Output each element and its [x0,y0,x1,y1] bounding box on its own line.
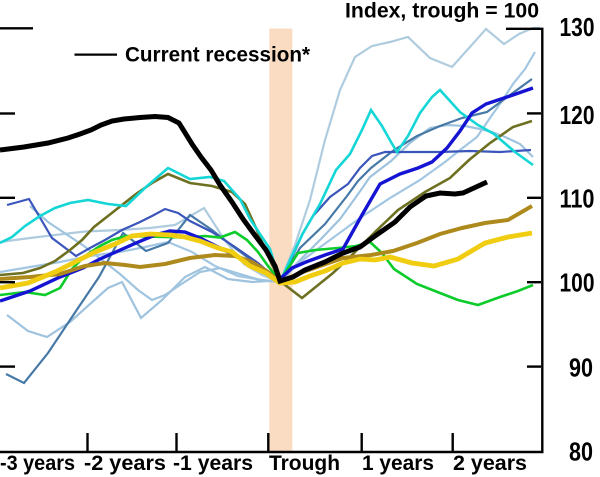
svg-text:Current recession*: Current recession* [125,44,311,67]
svg-text:1 years: 1 years [362,452,434,475]
svg-text:80: 80 [569,437,593,467]
svg-text:Trough: Trough [269,452,340,475]
svg-text:-3 years: -3 years [0,452,75,475]
svg-text:-2 years: -2 years [84,452,166,475]
svg-text:-1 years: -1 years [173,452,253,475]
svg-text:120: 120 [560,100,595,130]
svg-text:90: 90 [569,352,593,382]
svg-text:110: 110 [560,184,595,214]
svg-text:2 years: 2 years [453,452,527,475]
svg-text:100: 100 [560,268,595,298]
svg-text:130: 130 [560,12,595,42]
svg-text:Index, trough = 100: Index, trough = 100 [345,0,539,23]
